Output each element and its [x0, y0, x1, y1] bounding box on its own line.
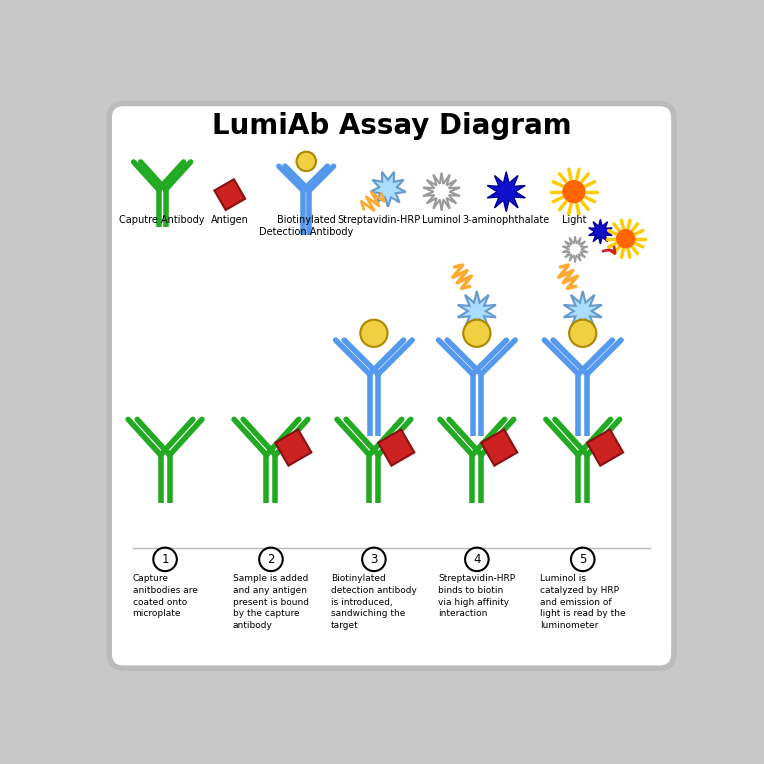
- Text: LumiAb Assay Diagram: LumiAb Assay Diagram: [212, 112, 571, 140]
- Text: Luminol: Luminol: [422, 215, 461, 225]
- Text: 4: 4: [473, 553, 481, 566]
- Text: 5: 5: [579, 553, 587, 566]
- Bar: [215, 180, 245, 210]
- Polygon shape: [371, 172, 406, 207]
- Text: Light: Light: [562, 215, 586, 225]
- Bar: [481, 429, 517, 466]
- Polygon shape: [487, 172, 526, 212]
- Circle shape: [569, 319, 597, 347]
- Circle shape: [563, 181, 585, 202]
- Text: Sample is added
and any antigen
present is bound
by the capture
antibody: Sample is added and any antigen present …: [233, 574, 309, 630]
- Bar: [587, 429, 623, 466]
- Circle shape: [463, 319, 490, 347]
- Text: 1: 1: [161, 553, 169, 566]
- Text: Caputre Antibody: Caputre Antibody: [119, 215, 205, 225]
- Circle shape: [296, 152, 316, 171]
- Polygon shape: [588, 219, 612, 244]
- Text: Luminol is
catalyzed by HRP
and emission of
light is read by the
luminometer: Luminol is catalyzed by HRP and emission…: [540, 574, 626, 630]
- Text: Capture
anitbodies are
coated onto
microplate: Capture anitbodies are coated onto micro…: [133, 574, 198, 619]
- Bar: [378, 429, 414, 466]
- Polygon shape: [458, 291, 496, 332]
- Text: Biotinylated
Detection Antibody: Biotinylated Detection Antibody: [259, 215, 354, 237]
- Polygon shape: [562, 236, 588, 263]
- Text: 3-aminophthalate: 3-aminophthalate: [463, 215, 550, 225]
- Text: Streptavidin-HRP: Streptavidin-HRP: [337, 215, 420, 225]
- Circle shape: [361, 319, 387, 347]
- FancyBboxPatch shape: [109, 103, 674, 668]
- Text: Biotinylated
detection antibody
is introduced,
sandwiching the
target: Biotinylated detection antibody is intro…: [331, 574, 417, 630]
- Polygon shape: [564, 291, 602, 332]
- Text: 3: 3: [371, 553, 377, 566]
- Text: Antigen: Antigen: [211, 215, 249, 225]
- Text: Streptavidin-HRP
binds to biotin
via high affinity
interaction: Streptavidin-HRP binds to biotin via hig…: [439, 574, 516, 619]
- Bar: [275, 429, 312, 466]
- Circle shape: [617, 230, 635, 248]
- Polygon shape: [423, 173, 460, 211]
- Text: 2: 2: [267, 553, 275, 566]
